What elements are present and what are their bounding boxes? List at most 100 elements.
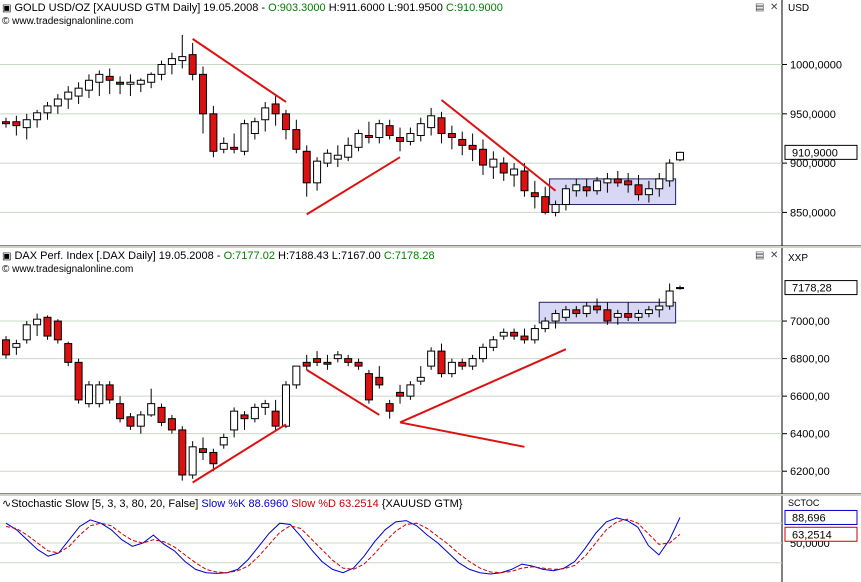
trendline [440, 99, 557, 192]
stochastic-d-label: Slow %D 63.2514 [291, 498, 379, 510]
stochastic-k-label: Slow %K 88.6960 [201, 498, 289, 510]
candle-down [188, 54, 197, 75]
candle-down [271, 410, 280, 427]
stochastic-symbol: {XAUUSD GTM} [381, 498, 463, 510]
candle-down [385, 125, 394, 137]
candle-down [437, 350, 446, 375]
candle-down [302, 150, 311, 184]
trendline [399, 421, 525, 448]
candle-up [74, 87, 83, 97]
candle-down [178, 429, 187, 476]
candle-down [2, 339, 10, 356]
candle-up [188, 446, 197, 476]
candle-up [655, 178, 664, 190]
candle-up [230, 410, 239, 431]
candle-down [582, 186, 591, 192]
candle-down [624, 180, 633, 186]
candle-down [447, 133, 456, 138]
candle-down [499, 162, 508, 174]
trendline [192, 38, 287, 103]
candle-up [468, 358, 477, 367]
candle-down [458, 361, 467, 367]
chart-icon: ▣ [2, 3, 12, 14]
pane-close-icon[interactable]: ✕ [770, 2, 779, 13]
candle-down [323, 361, 332, 365]
candle-down [126, 416, 135, 427]
pane-menu-icon[interactable]: ▤ [755, 250, 765, 261]
dax-title: DAX Perf. Index [.DAX Daily] 19.05.2008 … [14, 250, 224, 262]
y-tick-label: 6600,00 [790, 391, 830, 403]
candle-up [250, 406, 259, 420]
gold-title: GOLD USD/OZ [XAUUSD GTM Daily] 19.05.200… [14, 2, 269, 14]
candle-down [157, 406, 166, 423]
candle-down [593, 305, 602, 311]
candle-down [541, 196, 550, 213]
candle-down [375, 376, 384, 386]
candle-up [665, 162, 674, 182]
candle-down [354, 361, 363, 367]
y-tick-label: 6200,00 [790, 466, 830, 478]
candle-down [302, 361, 311, 367]
candle-down [240, 414, 249, 420]
candle-up [64, 91, 73, 100]
trendline [192, 423, 287, 484]
candle-up [333, 154, 342, 160]
candle-up [84, 384, 93, 405]
candle-down [292, 129, 301, 150]
candle-up [676, 151, 684, 161]
candle-down [116, 81, 125, 85]
candle-up [572, 184, 581, 192]
candle-up [561, 188, 570, 206]
dax-candles: 7000,00 6800,00 6600,00 6400,00 6200,00 7178,… [0, 248, 858, 494]
candle-up [644, 309, 653, 315]
candle-down [12, 121, 21, 127]
candle-down [364, 373, 373, 401]
candle-down [396, 391, 405, 397]
candle-down [74, 361, 83, 401]
candle-up [427, 350, 436, 367]
candle-down [209, 451, 218, 465]
candle-down [105, 75, 114, 81]
candle-up [489, 158, 498, 168]
dax-chart-pane[interactable]: ▣ DAX Perf. Index [.DAX Daily] 19.05.2008… [0, 248, 861, 494]
candle-up [510, 168, 519, 176]
candle-up [634, 313, 643, 318]
candle-up [427, 115, 436, 129]
candle-up [95, 73, 104, 83]
candle-down [199, 448, 208, 453]
candle-down [530, 192, 539, 198]
candle-up [33, 318, 42, 326]
candle-up [333, 354, 342, 360]
candle-down [230, 146, 239, 150]
candle-up [178, 56, 187, 62]
candle-down [364, 135, 373, 138]
candle-up [313, 160, 322, 184]
candle-up [33, 112, 42, 121]
stochastic-pane[interactable]: ∿Stochastic Slow [5, 3, 3, 80, 20, False… [0, 496, 861, 582]
gold-chart-pane[interactable]: ▣ GOLD USD/OZ [XAUUSD GTM Daily] 19.05.20… [0, 0, 861, 246]
candle-up [22, 119, 31, 129]
dax-open: O:7177.02 [223, 250, 275, 262]
candle-up [43, 105, 52, 114]
candle-up [603, 178, 612, 184]
pane-splitter[interactable] [0, 246, 861, 248]
candle-up [551, 204, 560, 213]
candle-up [644, 188, 653, 196]
dax-header: ▣ DAX Perf. Index [.DAX Daily] 19.05.2008… [2, 249, 435, 264]
candle-down [116, 403, 125, 420]
candle-up [499, 331, 508, 337]
k-value-label: 88,696 [792, 512, 826, 524]
pane-menu-icon[interactable]: ▤ [755, 2, 765, 13]
candle-down [634, 184, 643, 196]
candle-up [406, 133, 415, 142]
candle-up [323, 152, 332, 164]
candle-down [510, 331, 519, 337]
candle-down [167, 418, 176, 431]
pane-splitter[interactable] [0, 494, 861, 496]
candle-down [2, 121, 10, 125]
candle-down [199, 73, 208, 115]
y-tick-label: 950,0000 [790, 109, 836, 121]
pane-close-icon[interactable]: ✕ [770, 250, 779, 261]
last-price-box [784, 144, 858, 160]
